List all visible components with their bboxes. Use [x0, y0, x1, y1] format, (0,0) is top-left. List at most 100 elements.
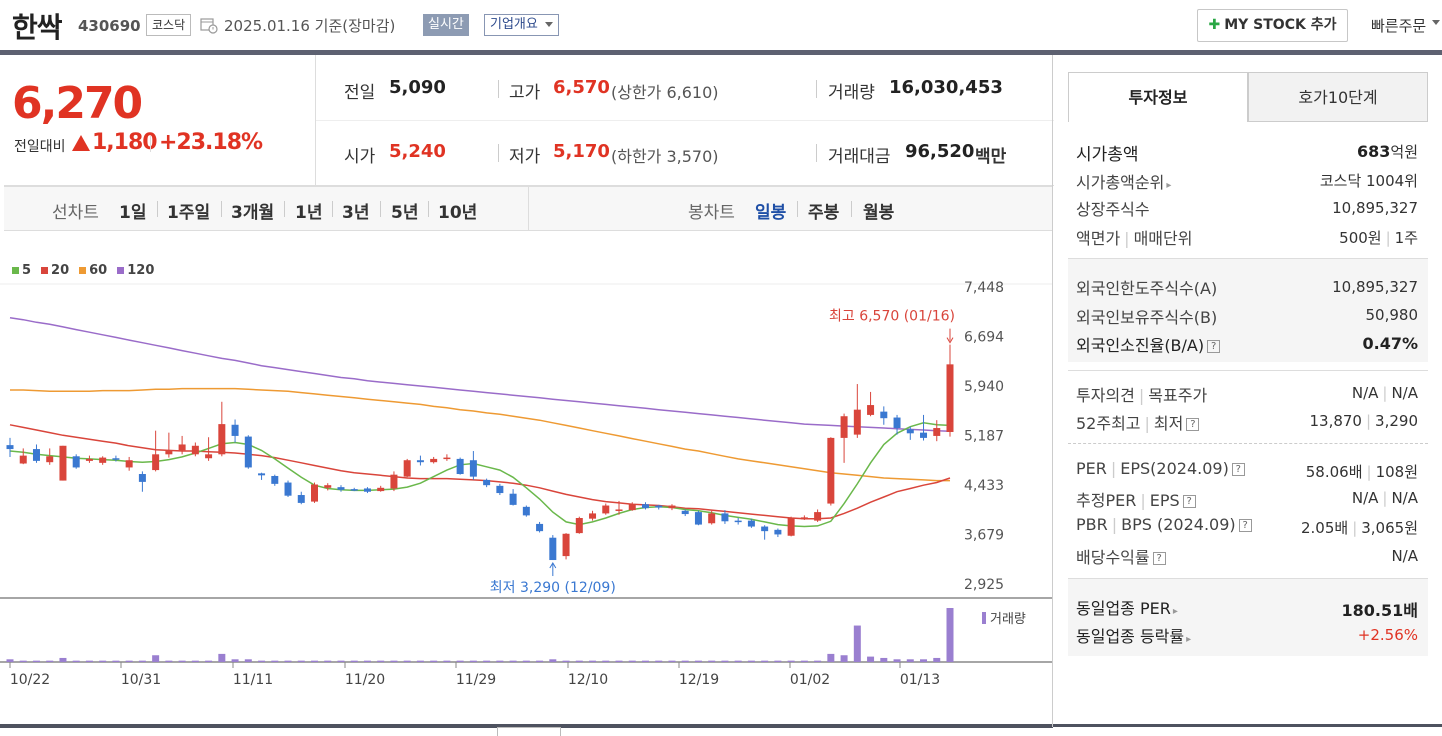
help-icon[interactable]: ? [1186, 418, 1200, 431]
candle-body [284, 482, 292, 496]
amount-value: 96,520 [905, 141, 975, 162]
volume-bar [853, 625, 861, 662]
chevron-right-icon: ▸ [1186, 634, 1192, 645]
tab-weekly[interactable]: 주봉 [808, 203, 840, 223]
volume-bar [774, 660, 782, 662]
tab-hoga-10[interactable]: 호가10단계 [1248, 72, 1428, 122]
volume-bar [191, 660, 199, 662]
candle-body [681, 510, 689, 515]
price-chart[interactable]: 7,448 6,694 5,940 5,187 4,433 3,679 2,925 최고 6,… [0, 232, 1053, 702]
candle-body [589, 513, 597, 519]
volume-bar [681, 660, 689, 662]
pbr-bps-row: PBR | BPS (2024.09)? [1076, 515, 1252, 534]
tab-3m[interactable]: 3개월 [231, 203, 275, 223]
volume-bar [721, 660, 729, 662]
x-tick-label: 12/19 [679, 672, 719, 688]
tab-1d[interactable]: 1일 [119, 203, 147, 223]
x-tick-label: 01/13 [900, 672, 940, 688]
divider: | [1111, 515, 1118, 534]
volume-bar [496, 660, 504, 662]
volume-bar [694, 660, 702, 662]
bps-value: 3,065원 [1361, 519, 1418, 537]
tab-1w[interactable]: 1주일 [167, 203, 211, 223]
volume-bar [880, 657, 888, 662]
volume-bar [337, 660, 345, 662]
w52-low: 3,290 [1375, 412, 1418, 430]
x-tick-label: 10/22 [10, 672, 50, 688]
ma5-line [9, 422, 951, 528]
volume-bar [747, 660, 755, 662]
volume-bar [231, 659, 239, 662]
volume-bar [416, 660, 424, 662]
sector-per-link[interactable]: 동일업종 PER ▸ [1076, 595, 1178, 619]
help-icon[interactable]: ? [1152, 552, 1166, 565]
candle-chart-label: 봉차트 [688, 203, 735, 223]
volume-bar [99, 660, 107, 662]
tab-5y[interactable]: 5년 [391, 203, 419, 223]
help-icon[interactable]: ? [1182, 495, 1196, 508]
candle-body [178, 444, 186, 451]
per-eps-values: 58.06배 | 108원 [1260, 461, 1418, 482]
divider [1068, 443, 1428, 444]
mystock-add-button[interactable]: ✚ MY STOCK 추가 [1197, 9, 1348, 42]
candle-body [655, 505, 663, 508]
volume-bar [72, 660, 80, 662]
candle-body [840, 416, 848, 438]
face-unit-values: 500원 | 1주 [1260, 227, 1418, 248]
w52-high-label: 52주최고 [1076, 414, 1141, 433]
volume-bar [575, 660, 583, 662]
volume-bar [218, 653, 226, 662]
volume-bar [271, 660, 279, 662]
quick-order-button[interactable]: 빠른주문 [1371, 17, 1427, 35]
divider [797, 201, 798, 217]
candle-body [562, 533, 570, 557]
per-value: 58.06배 [1305, 463, 1363, 481]
tab-1y[interactable]: 1년 [295, 203, 323, 223]
est-per-row: 추정PER | EPS? [1076, 487, 1196, 511]
legend-item: 20 [41, 263, 69, 278]
candle-body [324, 485, 332, 488]
trade-unit: 1주 [1394, 229, 1418, 247]
candle-body [456, 458, 464, 475]
candle-body [880, 411, 888, 419]
tab-daily[interactable]: 일봉 [755, 203, 787, 223]
realtime-button[interactable]: 실시간 [423, 14, 469, 36]
company-info-dropdown[interactable]: 기업개요 [484, 14, 559, 36]
help-icon[interactable]: ? [1207, 340, 1221, 353]
tab-10y[interactable]: 10년 [438, 203, 478, 223]
market-cap-rank: 코스닥 1004위 [1319, 172, 1418, 190]
sector-per: 180.51배 [1341, 601, 1418, 620]
ma60-line [10, 387, 950, 482]
candle-body [496, 485, 504, 494]
tab-invest-info[interactable]: 투자정보 [1068, 72, 1248, 122]
eps-label: EPS(2024.09) [1120, 459, 1229, 478]
current-price-box [4, 55, 316, 186]
volume-bar [522, 660, 530, 662]
volume-bar [483, 660, 491, 662]
market-cap-rank-link[interactable]: 시가총액순위 ▸ [1076, 169, 1171, 193]
x-tick-label: 11/20 [345, 672, 385, 688]
y-tick-label: 7,448 [964, 280, 1004, 296]
tab-3y[interactable]: 3년 [342, 203, 370, 223]
y-tick-label: 5,940 [964, 379, 1004, 395]
volume-bar [443, 660, 451, 662]
volume-bar [668, 660, 676, 662]
volume-bar [893, 659, 901, 662]
legend-label: 5 [22, 263, 32, 278]
volume-bar [138, 660, 146, 662]
market-cap-value: 683억원 [1300, 141, 1418, 162]
sector-rate-link[interactable]: 동일업종 등락률 ▸ [1076, 623, 1191, 647]
help-icon[interactable]: ? [1231, 463, 1245, 476]
tab-monthly[interactable]: 월봉 [863, 203, 895, 223]
open-value: 5,240 [389, 141, 446, 162]
candle-body [59, 445, 67, 481]
candle-body [165, 451, 173, 455]
chart-expand-button[interactable] [497, 727, 561, 736]
candle-body [734, 520, 742, 523]
help-icon[interactable]: ? [1238, 519, 1252, 532]
volume-bar [827, 653, 835, 662]
candle-body [112, 458, 120, 460]
opinion-target-values: N/A | N/A [1260, 384, 1418, 402]
candle-body [218, 424, 226, 455]
w52-values: 13,870 | 3,290 [1260, 412, 1418, 430]
